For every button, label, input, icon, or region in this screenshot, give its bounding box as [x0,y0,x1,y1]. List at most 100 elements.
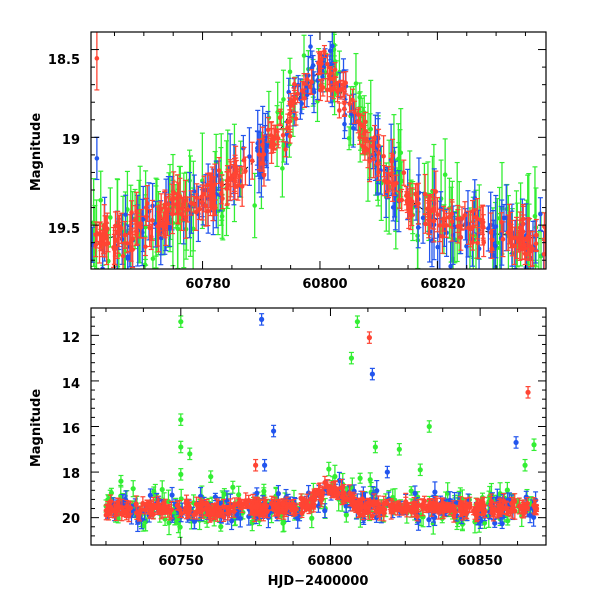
top-green-point-marker [252,203,257,208]
top-red-point [188,190,194,216]
top-blue-point-marker [472,195,478,201]
top-red-point-marker [328,88,334,93]
top-red-point [324,53,330,75]
top-red-point [399,188,405,212]
top-red-point-marker [459,216,465,221]
top-red-point [285,121,291,134]
top-red-point-marker [437,223,443,228]
top-red-point-marker [148,234,154,240]
top-red-point-marker [212,182,218,187]
bottom-green-point-marker [367,477,373,483]
top-red-point-marker [475,240,480,246]
top-red-point [271,138,277,151]
bottom-green-point [130,480,136,498]
top-blue-point [307,34,313,59]
top-red-point [290,95,296,108]
top-blue-point-marker [350,125,356,131]
top-red-point-marker [534,232,539,238]
bottom-green-point-marker [221,491,227,497]
top-red-point-marker [343,80,348,86]
top-red-point-marker [375,161,380,167]
top-red-point [336,102,342,119]
top-red-point [236,166,242,186]
top-red-point [158,193,164,225]
top-green-point-marker [368,126,374,132]
top-blue-point [264,133,270,169]
top-blue-point-marker [311,89,317,95]
top-red-point-marker [401,170,407,176]
top-y-tick-label: 19.5 [48,222,80,237]
top-red-point-marker [199,194,204,200]
top-red-point-marker [287,133,293,139]
top-red-point-marker [362,149,368,154]
top-red-point-marker [199,200,205,205]
top-red-point [295,84,301,104]
top-red-point [93,221,99,249]
top-red-point [182,179,188,222]
top-green-point [98,170,104,230]
top-red-point [381,135,387,178]
bottom-blue-point-marker [322,508,328,514]
bottom-green-point-marker [218,524,224,530]
top-red-point [517,219,523,250]
top-blue-point-marker [247,154,252,159]
top-red-point-marker [361,131,367,137]
top-green-point-marker [92,249,98,254]
top-red-point [375,151,381,177]
top-red-point [449,199,455,229]
top-red-point-marker [292,81,297,87]
top-panel: 18.5 19 19.5 60780 60800 60820 Magnitude [29,31,547,292]
top-red-point [462,201,468,230]
top-data-layer [91,32,546,269]
top-blue-point-marker [299,101,304,106]
top-red-point-marker [138,224,144,230]
top-red-point [401,159,407,186]
bottom-green-point-marker [343,512,349,518]
top-red-point-marker [265,127,271,133]
top-red-point-marker [237,173,242,179]
top-red-point-marker [335,89,340,94]
top-green-point-marker [280,166,285,171]
top-red-point-marker [455,216,461,222]
top-red-point [128,220,134,262]
top-blue-point [311,71,317,114]
top-red-point-marker [170,211,175,217]
top-red-point [363,129,369,149]
top-red-point [362,141,368,161]
top-red-point-marker [93,232,99,238]
bottom-green-point [357,472,363,484]
top-red-point-marker [269,138,275,143]
top-red-point [521,236,527,254]
top-red-point-marker [332,67,338,72]
top-y-tick-label: 19 [62,133,80,148]
top-red-point-marker [299,88,305,93]
top-red-point-marker [500,236,506,242]
top-red-point [437,208,443,243]
top-green-point-marker [281,97,286,102]
bottom-blue-point-marker [147,492,153,498]
top-red-point-marker [234,167,239,172]
bottom-green-point-marker [280,520,286,526]
top-red-point-marker [372,135,377,141]
top-red-point-marker [423,221,428,227]
top-red-point-marker [104,241,109,247]
top-red-point-marker [120,253,126,259]
top-red-point-marker [143,214,149,219]
top-green-point-marker [150,256,156,262]
top-blue-point-marker [450,232,456,238]
top-red-point [205,172,211,198]
top-red-point [155,206,161,247]
top-green-point-marker [442,172,448,178]
top-red-point [211,176,217,217]
top-green-point-marker [357,94,362,100]
top-red-point [480,204,486,246]
top-red-point [524,219,530,261]
top-red-point-marker [225,182,230,188]
top-red-point-marker [164,208,169,214]
top-blue-point [94,136,100,181]
top-red-point-marker [180,206,185,211]
bottom-green-point [230,480,236,494]
top-red-point-marker [94,56,100,61]
top-red-point-marker [322,49,327,54]
